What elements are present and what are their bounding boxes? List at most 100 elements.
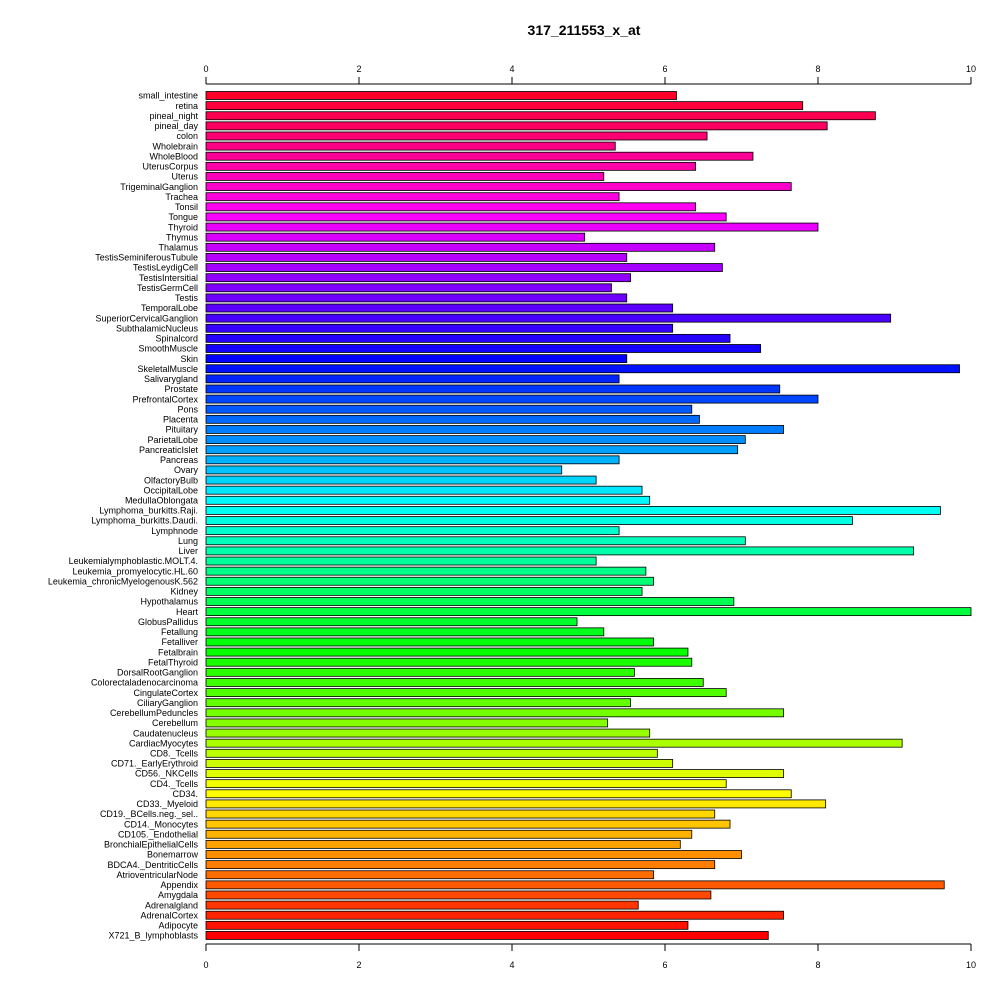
- category-label: GlobusPallidus: [138, 617, 199, 627]
- bar: [205, 212, 727, 222]
- top-axis-tick-label: 6: [662, 64, 667, 74]
- bar: [205, 880, 945, 890]
- bar: [205, 809, 716, 819]
- bar: [205, 829, 693, 839]
- category-label: colon: [176, 131, 198, 141]
- category-label: Placenta: [163, 415, 198, 425]
- bars-group: [205, 91, 972, 940]
- category-label: Liver: [178, 546, 198, 556]
- category-label: Adipocyte: [158, 921, 198, 931]
- bar: [205, 779, 727, 789]
- category-label: retina: [175, 101, 198, 111]
- bar: [205, 627, 605, 637]
- bar: [205, 931, 769, 940]
- category-label: Thyroid: [168, 222, 198, 232]
- bar: [205, 860, 716, 870]
- category-label: CD4._Tcells: [150, 779, 199, 789]
- category-label: Leukemia_chronicMyelogenousK.562: [48, 576, 198, 586]
- bar: [205, 192, 620, 202]
- top-axis-tick-label: 0: [203, 64, 208, 74]
- bar: [205, 303, 674, 313]
- category-label: Adrenalgland: [145, 900, 198, 910]
- bar: [205, 516, 853, 525]
- category-label: Lung: [178, 536, 198, 546]
- category-label: Leukemialymphoblastic.MOLT.4.: [69, 556, 198, 566]
- top-axis: 0 2 4 6 8 10: [203, 64, 976, 85]
- category-label: Tongue: [168, 212, 198, 222]
- category-label: SubthalamicNucleus: [116, 323, 199, 333]
- top-axis-tick-label: 8: [815, 64, 820, 74]
- bar: [205, 111, 876, 121]
- category-label: SkeletalMuscle: [137, 364, 198, 374]
- category-label: CerebellumPeduncles: [110, 708, 199, 718]
- bottom-axis-tick-label: 8: [815, 960, 820, 970]
- bar: [205, 151, 754, 161]
- bottom-axis-tick-label: 10: [966, 960, 976, 970]
- category-label: CD14._Monocytes: [124, 819, 199, 829]
- bar: [205, 900, 639, 910]
- category-label: PrefrontalCortex: [132, 394, 198, 404]
- bar: [205, 748, 658, 758]
- category-label: TestisIntersitial: [139, 273, 198, 283]
- bar: [205, 839, 681, 849]
- category-label: Testis: [175, 293, 199, 303]
- bar: [205, 607, 972, 617]
- bar: [205, 495, 651, 505]
- category-label: pineal_day: [154, 121, 198, 131]
- category-label: Fetallung: [161, 627, 198, 637]
- bar: [205, 586, 643, 596]
- bar: [205, 485, 643, 495]
- category-label: TrigeminalGanglion: [120, 182, 198, 192]
- bar: [205, 182, 792, 191]
- bar: [205, 850, 742, 859]
- category-label: TestisSeminiferousTubule: [95, 253, 198, 263]
- bar: [205, 91, 677, 100]
- category-label: Heart: [176, 607, 199, 617]
- bar: [205, 273, 631, 283]
- bar: [205, 141, 616, 151]
- bar: [205, 759, 674, 768]
- category-label: CD19._BCells.neg._sel..: [100, 809, 198, 819]
- category-label: Caudatenucleus: [133, 728, 199, 738]
- bar: [205, 354, 628, 364]
- category-label: Pituitary: [165, 425, 198, 435]
- bottom-axis: 0 2 4 6 8 10: [203, 943, 976, 970]
- bar: [205, 789, 792, 799]
- category-labels: small_intestineretinapineal_nightpineal_…: [48, 91, 199, 941]
- bar: [205, 172, 605, 181]
- category-label: BronchialEpithelialCells: [104, 840, 199, 850]
- chart-title: 317_211553_x_at: [528, 22, 641, 38]
- bar: [205, 597, 735, 606]
- bar: [205, 121, 828, 131]
- bar: [205, 870, 654, 880]
- category-label: SmoothMuscle: [138, 344, 198, 354]
- category-label: Pons: [177, 404, 198, 414]
- bottom-axis-tick-label: 0: [203, 960, 208, 970]
- category-label: Lymphoma_burkitts.Daudi.: [91, 516, 198, 526]
- category-label: ParietalLobe: [147, 435, 198, 445]
- bar: [205, 394, 819, 404]
- category-label: DorsalRootGanglion: [117, 668, 198, 678]
- category-label: Ovary: [174, 465, 199, 475]
- bar: [205, 738, 903, 748]
- bar: [205, 920, 689, 930]
- category-label: AtrioventricularNode: [116, 870, 198, 880]
- category-label: Kidney: [170, 587, 198, 597]
- category-label: UterusCorpus: [142, 162, 198, 172]
- bar: [205, 556, 597, 566]
- category-label: WholeBlood: [149, 151, 198, 161]
- category-label: TemporalLobe: [141, 303, 198, 313]
- bar: [205, 637, 654, 647]
- bar: [205, 323, 674, 333]
- bar: [205, 910, 784, 920]
- category-label: FetalThyroid: [148, 657, 198, 667]
- bar: [205, 566, 647, 576]
- category-label: Pancreas: [160, 455, 199, 465]
- bar: [205, 890, 712, 900]
- top-axis-tick-label: 10: [966, 64, 976, 74]
- category-label: CD105._Endothelial: [118, 829, 198, 839]
- bar: [205, 688, 727, 697]
- bar: [205, 667, 635, 677]
- bar: [205, 455, 620, 465]
